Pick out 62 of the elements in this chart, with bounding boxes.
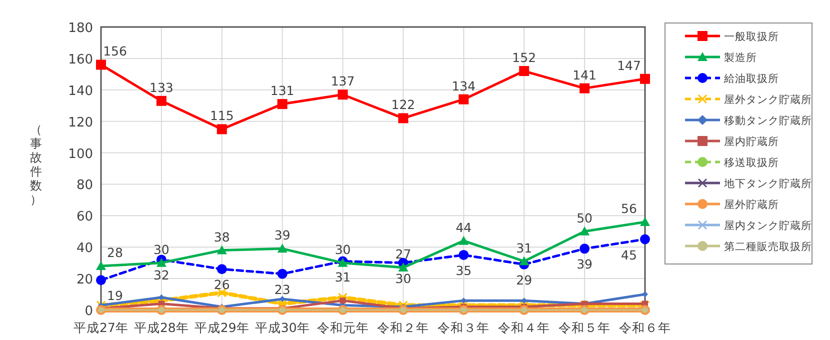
x-tick-label: 令和元年 (316, 320, 369, 335)
data-label: 29 (516, 272, 532, 288)
data-label: 39 (274, 228, 290, 243)
legend-label: 第二種販売取扱所 (724, 240, 812, 253)
data-label: 45 (621, 247, 637, 262)
x-tick-label: 平成27年 (74, 320, 128, 335)
x-tick-label: 平成29年 (194, 320, 250, 335)
y-tick-label: 140 (68, 84, 93, 99)
y-tick-label: 180 (68, 21, 93, 36)
legend-label: 製造所 (724, 51, 757, 64)
data-label: 122 (391, 97, 416, 112)
legend-label: 移動タンク貯蔵所 (724, 114, 812, 127)
y-tick-label: 40 (76, 241, 93, 256)
legend-label: 屋外貯蔵所 (724, 198, 779, 211)
data-label: 19 (107, 288, 123, 304)
data-label: 38 (214, 229, 230, 244)
x-tick-label: 令和５年 (558, 320, 611, 335)
data-label: 147 (617, 58, 641, 73)
legend-label: 移送取扱所 (724, 156, 779, 169)
data-label: 152 (512, 50, 536, 66)
data-label: 44 (456, 220, 472, 235)
x-tick-label: 令和３年 (438, 320, 490, 335)
data-label: 141 (572, 67, 596, 82)
x-tick-label: 令和４年 (498, 320, 550, 335)
legend-label: 屋内貯蔵所 (724, 135, 779, 148)
data-label: 137 (330, 74, 355, 89)
data-label: 134 (452, 78, 476, 94)
data-label: 30 (395, 270, 412, 286)
legend-label: 一般取扱所 (724, 30, 779, 43)
data-label: 31 (516, 240, 532, 256)
data-label: 31 (334, 269, 351, 284)
legend-label: 屋内タンク貯蔵所 (724, 219, 812, 232)
legend-label: 屋外タンク貯蔵所 (724, 93, 812, 106)
data-label: 50 (576, 210, 593, 226)
x-tick-label: 令和２年 (377, 320, 430, 335)
data-label: 56 (621, 200, 637, 216)
data-label: 156 (103, 44, 127, 59)
legend-label: 地下タンク貯蔵所 (723, 177, 812, 190)
data-label: 30 (334, 242, 351, 257)
y-tick-label: 160 (68, 52, 93, 68)
data-label: 35 (456, 262, 472, 278)
x-tick-label: 平成30年 (254, 320, 310, 335)
x-tick-label: 平成28年 (134, 320, 189, 335)
data-label: 23 (274, 282, 290, 297)
x-tick-label: 令和６年 (619, 320, 671, 335)
y-tick-label: 120 (68, 115, 93, 130)
data-label: 131 (270, 83, 294, 98)
y-tick-label: 100 (68, 146, 93, 162)
y-tick-label: 20 (76, 272, 93, 288)
y-tick-label: 80 (76, 178, 93, 194)
data-label: 27 (395, 246, 412, 262)
data-label: 28 (107, 244, 123, 260)
y-tick-label: 60 (76, 210, 93, 225)
data-label: 32 (153, 268, 170, 283)
data-label: 115 (210, 108, 234, 124)
legend-label: 給油取扱所 (723, 72, 779, 85)
data-label: 133 (150, 80, 174, 95)
y-axis-title: （事故件数） (30, 122, 42, 206)
data-label: 30 (153, 242, 170, 257)
y-tick-label: 0 (84, 304, 93, 319)
data-label: 39 (576, 256, 593, 272)
data-label: 26 (214, 277, 230, 292)
